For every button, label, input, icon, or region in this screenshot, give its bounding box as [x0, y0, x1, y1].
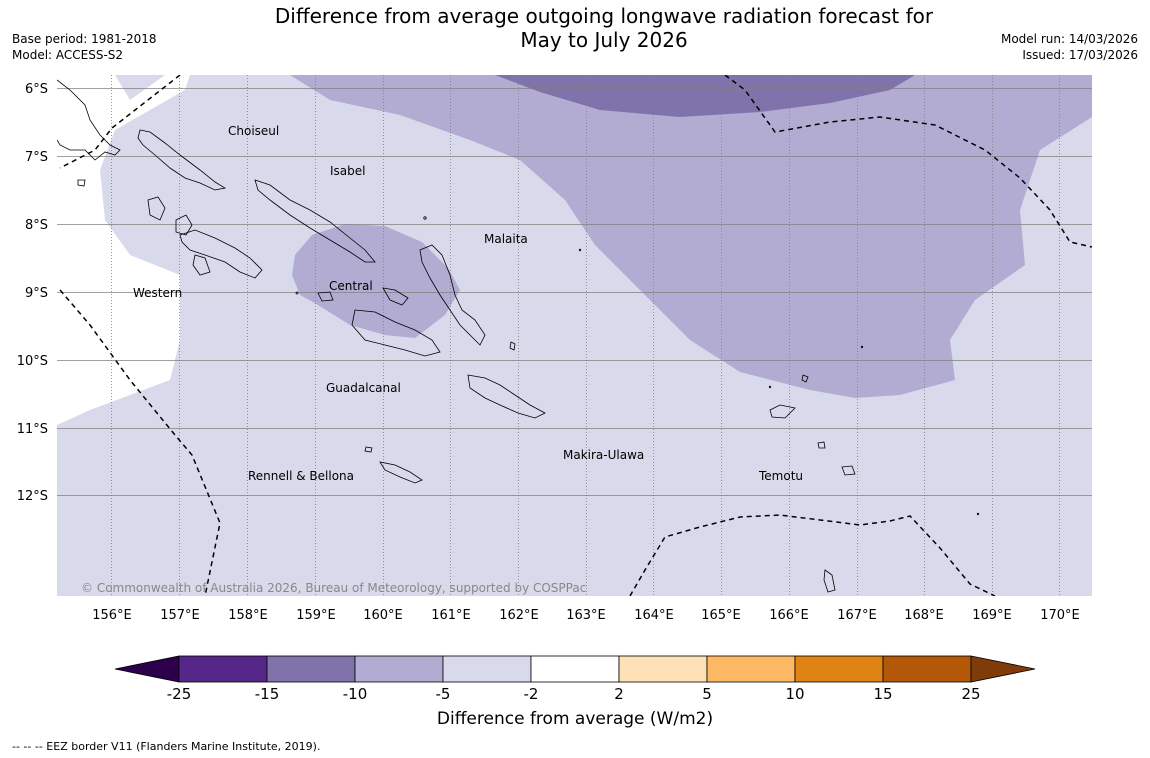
rendova-coast: [192, 254, 211, 276]
colorbar-swatch: [882, 655, 972, 683]
lon-axis: 156°E 157°E 158°E 159°E 160°E 161°E 162°…: [92, 608, 1080, 623]
colorbar: [114, 655, 1036, 683]
lon-tick-label: 167°E: [837, 608, 877, 623]
lon-tick-label: 162°E: [499, 608, 539, 623]
place-label: Central: [329, 279, 373, 293]
colorbar-swatch: [178, 655, 268, 683]
colorbar-swatch: [114, 655, 180, 683]
anomaly-region-minus10-to-minus15: [495, 75, 915, 117]
kolombangara-coast: [175, 214, 193, 236]
lon-tick-label: 166°E: [769, 608, 809, 623]
ulawa-coast: [509, 341, 516, 351]
colorbar-title: Difference from average (W/m2): [436, 709, 714, 729]
place-label: Western: [133, 286, 182, 300]
title-line-2: May to July 2026: [520, 28, 688, 52]
new-georgia-coast: [179, 229, 263, 279]
lat-tick-label: 10°S: [17, 354, 48, 369]
malaita-coast: [419, 244, 486, 346]
colorbar-swatch: [530, 655, 620, 683]
utupua-coast: [817, 441, 826, 449]
colorbar-swatch: [970, 655, 1036, 683]
lat-axis: 6°S 7°S 8°S 9°S 10°S 11°S 12°S: [17, 82, 48, 504]
lon-tick-label: 160°E: [363, 608, 403, 623]
place-label: Rennell & Bellona: [248, 469, 354, 483]
colorbar-tick-label: 25: [961, 685, 980, 703]
place-label: Isabel: [330, 164, 365, 178]
colorbar-tick-label: 2: [614, 685, 624, 703]
lat-tick-label: 9°S: [25, 286, 48, 301]
lon-tick-label: 157°E: [160, 608, 200, 623]
colorbar-tick-label: -15: [255, 685, 280, 703]
issued-date: Issued: 17/03/2026: [1022, 48, 1138, 62]
lat-tick-label: 8°S: [25, 218, 48, 233]
colorbar-tick-label: -2: [524, 685, 539, 703]
colorbar-tick-label: 15: [873, 685, 892, 703]
eez-footnote: -- -- -- EEZ border V11 (Flanders Marine…: [12, 740, 321, 753]
anomaly-region-central-minus5-to-minus10: [292, 224, 460, 338]
santa-cruz-coast: [769, 404, 796, 419]
graticule: [57, 75, 1092, 596]
colorbar-swatch: [442, 655, 532, 683]
copyright-notice: © Commonwealth of Australia 2026, Bureau…: [81, 581, 586, 595]
meta-left: Base period: 1981-2018 Model: ACCESS-S2: [12, 31, 157, 63]
title-line-1: Difference from average outgoing longwav…: [274, 4, 934, 28]
tikopia-coast: [823, 569, 836, 593]
place-label: Makira-Ulawa: [563, 448, 644, 462]
isabel-coast: [254, 179, 376, 263]
vanikoro-coast: [841, 465, 856, 476]
place-label: Guadalcanal: [326, 381, 401, 395]
colorbar-tick-label: 5: [702, 685, 712, 703]
makira-coast: [467, 374, 546, 419]
map-area: Choiseul Isabel Malaita Western Central …: [57, 75, 1092, 596]
anomaly-region-minus5-to-minus10: [290, 75, 1092, 398]
colorbar-swatch: [618, 655, 708, 683]
lon-tick-label: 168°E: [904, 608, 944, 623]
map-title: Difference from average outgoing longwav…: [200, 4, 1008, 52]
lon-tick-label: 170°E: [1040, 608, 1080, 623]
guadalcanal-coast: [351, 309, 441, 357]
model-run: Model run: 14/03/2026: [1000, 32, 1138, 46]
florida-islands-coast: [382, 287, 409, 306]
colorbar-tick-label: -25: [167, 685, 192, 703]
lon-tick-label: 159°E: [296, 608, 336, 623]
base-period: Base period: 1981-2018: [12, 32, 157, 46]
place-labels: Choiseul Isabel Malaita Western Central …: [133, 124, 803, 483]
colorbar-tick-label: -5: [436, 685, 451, 703]
coastlines: [57, 79, 980, 593]
colorbar-ticks: -25 -15 -10 -5 -2 2 5 10 15 25: [167, 685, 981, 703]
lon-tick-label: 165°E: [701, 608, 741, 623]
choiseul-coast: [137, 129, 227, 191]
shortland-coast: [77, 179, 86, 187]
model-name: Model: ACCESS-S2: [12, 48, 124, 62]
lon-tick-label: 158°E: [228, 608, 268, 623]
meta-right: Model run: 14/03/2026 Issued: 17/03/2026: [1001, 31, 1138, 63]
colorbar-swatch: [706, 655, 796, 683]
russell-islands-coast: [317, 291, 334, 302]
reef-islands-coast: [801, 374, 809, 383]
colorbar-swatch: [266, 655, 356, 683]
lon-tick-label: 169°E: [972, 608, 1012, 623]
colorbar-tick-label: 10: [785, 685, 804, 703]
bougainville-coast: [57, 79, 121, 161]
place-label: Temotu: [758, 469, 803, 483]
vella-lavella-coast: [147, 196, 166, 221]
rennell-coast: [379, 461, 423, 484]
anomaly-region-near-normal-west: [57, 75, 190, 425]
lon-tick-label: 164°E: [634, 608, 674, 623]
lon-tick-label: 156°E: [92, 608, 132, 623]
lat-tick-label: 12°S: [17, 489, 48, 504]
colorbar-swatch: [354, 655, 444, 683]
lat-tick-label: 6°S: [25, 82, 48, 97]
lon-tick-label: 163°E: [566, 608, 606, 623]
colorbar-tick-label: -10: [343, 685, 368, 703]
lat-tick-label: 7°S: [25, 150, 48, 165]
colorbar-swatch: [794, 655, 884, 683]
lat-tick-label: 11°S: [17, 422, 48, 437]
place-label: Choiseul: [228, 124, 279, 138]
bellona-coast: [364, 446, 373, 453]
lon-tick-label: 161°E: [431, 608, 471, 623]
place-label: Malaita: [484, 232, 528, 246]
